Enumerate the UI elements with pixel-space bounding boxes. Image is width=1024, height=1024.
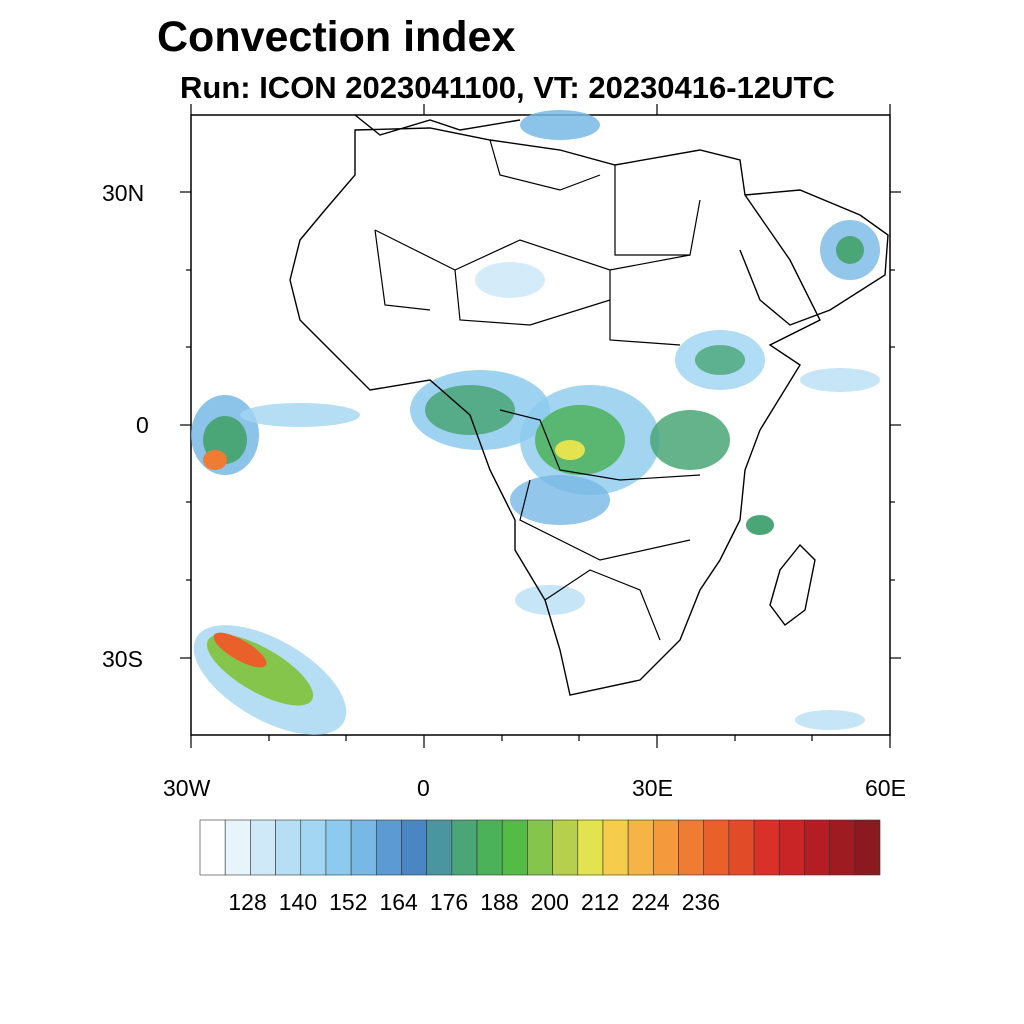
colorbar-swatch <box>804 819 830 876</box>
colorbar-swatch <box>300 819 327 876</box>
colorbar-swatch <box>703 819 730 876</box>
lon-ticks <box>190 104 891 748</box>
lon-label-30w: 30W <box>163 775 211 801</box>
colorbar-tick-label: 188 <box>480 889 519 915</box>
europe-outline <box>354 114 521 136</box>
colorbar-swatch <box>275 819 302 876</box>
colorbar-swatch <box>375 819 402 876</box>
lat-label-30n: 30N <box>102 180 145 206</box>
madagascar-outline <box>769 543 816 626</box>
lon-label-0: 0 <box>417 775 430 801</box>
colorbar-swatch <box>401 819 427 876</box>
colorbar-tick-label: 200 <box>530 889 569 915</box>
colorbar-swatch <box>778 819 805 876</box>
colorbar-tick-label: 224 <box>631 889 670 915</box>
map-title: Convection index <box>157 13 516 61</box>
colorbar-tick-label: 140 <box>278 889 318 915</box>
africa-coastline <box>289 127 821 696</box>
lon-label-30e: 30E <box>632 775 673 801</box>
colorbar-swatch <box>854 819 881 876</box>
convection-field <box>191 110 880 735</box>
arabia-outline <box>739 189 889 326</box>
colorbar-swatch <box>527 819 553 876</box>
colorbar-swatch <box>753 819 780 876</box>
colorbar-swatch <box>451 819 478 876</box>
colorbar-tick-label: 164 <box>379 889 418 915</box>
colorbar-swatch <box>678 819 705 876</box>
colorbar-tick-label: 212 <box>580 889 620 915</box>
country-borders <box>374 139 701 641</box>
colorbar-swatch <box>476 819 503 876</box>
colorbar-tick-label: 176 <box>429 889 469 915</box>
colorbar-swatch <box>325 819 352 876</box>
colorbar-tick-label: 152 <box>329 889 368 915</box>
lat-label-30s: 30S <box>102 646 143 672</box>
colorbar-swatch <box>728 819 755 876</box>
colorbar-swatch <box>653 819 679 876</box>
colorbar-swatch <box>602 819 629 876</box>
colorbar-swatch <box>224 819 251 876</box>
colorbar-swatch <box>426 819 453 876</box>
colorbar-swatch <box>501 819 528 876</box>
colorbar-swatch <box>250 819 276 876</box>
colorbar-swatch <box>577 819 604 876</box>
colorbar-swatch <box>552 819 579 876</box>
lat-ticks <box>180 191 901 659</box>
colorbar-swatch <box>199 819 226 876</box>
colorbar-swatch <box>350 819 377 876</box>
colorbar-tick-label: 128 <box>228 889 267 915</box>
colorbar <box>199 819 881 876</box>
colorbar-swatch <box>627 819 654 876</box>
lat-label-0: 0 <box>136 412 149 438</box>
lon-label-60e: 60E <box>865 775 906 801</box>
colorbar-swatch <box>829 819 856 876</box>
map-subtitle: Run: ICON 2023041100, VT: 20230416-12UTC <box>180 70 835 105</box>
colorbar-tick-label: 236 <box>681 889 721 915</box>
